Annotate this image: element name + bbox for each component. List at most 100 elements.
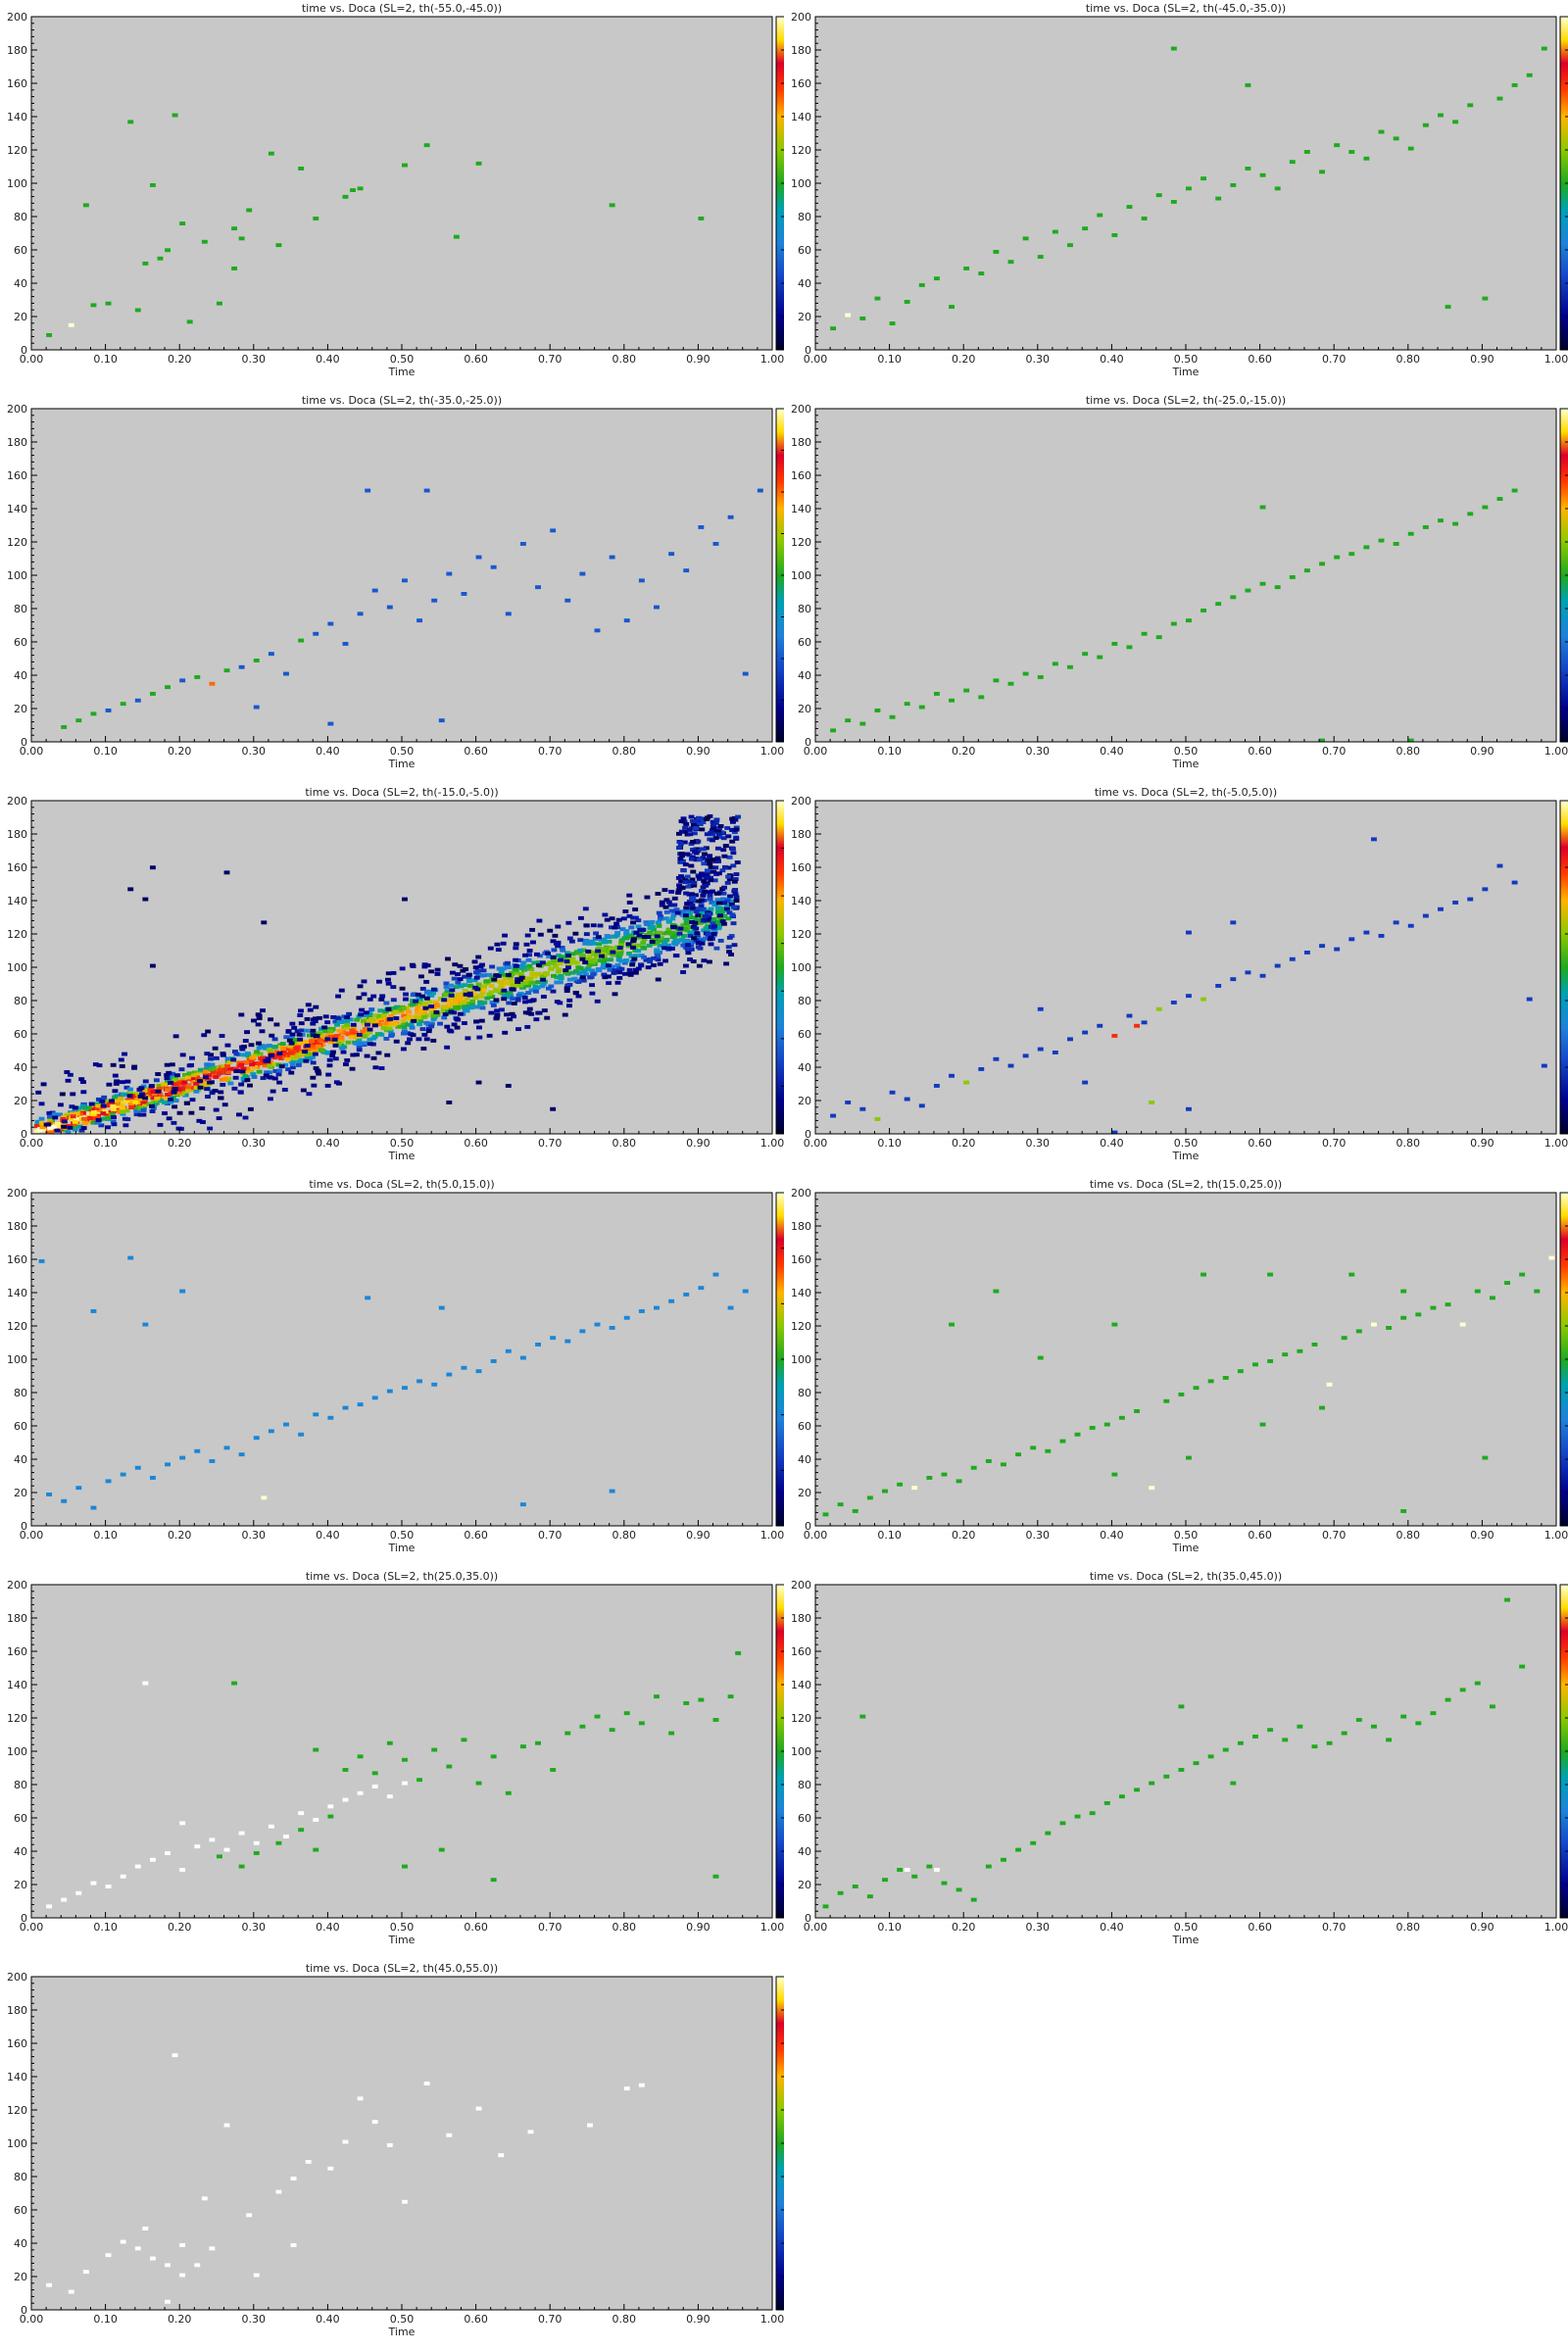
histogram-bin [692, 920, 699, 925]
y-tick-label: 0 [21, 1128, 27, 1141]
x-tick-label: 1.00 [760, 353, 784, 366]
histogram-bin [550, 528, 557, 533]
histogram-bin [475, 955, 482, 959]
histogram-bin [656, 923, 662, 928]
histogram-bin [172, 113, 178, 118]
y-tick-label: 140 [791, 1287, 811, 1299]
histogram-bin [511, 1001, 517, 1005]
histogram-bin [298, 1432, 305, 1437]
x-tick-label: 0.70 [538, 1529, 563, 1542]
histogram-bin [156, 1087, 163, 1091]
histogram-bin [535, 585, 541, 590]
histogram-bin [610, 950, 616, 955]
histogram-bin [668, 908, 675, 913]
histogram-bin [733, 825, 740, 830]
histogram-bin [688, 814, 695, 819]
x-tick-label: 0.50 [1174, 1137, 1199, 1150]
histogram-bin [218, 1090, 224, 1095]
histogram-bin [502, 933, 509, 938]
histogram-bin [641, 955, 647, 959]
histogram-bin [241, 1053, 248, 1057]
histogram-bin [518, 971, 524, 976]
histogram-bin [461, 1021, 467, 1025]
histogram-bin [557, 961, 564, 966]
y-tick-label: 100 [791, 961, 811, 974]
histogram-bin [493, 998, 500, 1003]
histogram-bin [610, 953, 616, 957]
histogram-bin [874, 1117, 881, 1121]
histogram-bin [416, 618, 423, 623]
histogram-bin [428, 969, 435, 974]
histogram-bin [1511, 488, 1518, 493]
histogram-bin [441, 1015, 448, 1020]
histogram-bin [1496, 96, 1503, 101]
histogram-bin [1526, 997, 1533, 1002]
histogram-bin [253, 705, 260, 710]
histogram-bin [387, 1016, 394, 1021]
histogram-bin [294, 1029, 301, 1034]
y-tick-label: 180 [7, 1220, 27, 1233]
histogram-bin [451, 1022, 458, 1027]
histogram-bin [179, 1289, 186, 1294]
histogram-bin [535, 1740, 541, 1745]
histogram-bin [243, 1066, 250, 1071]
histogram-bin [382, 1023, 389, 1028]
chart-title: time vs. Doca (SL=2, th(-25.0,-15.0)) [1086, 394, 1286, 407]
histogram-bin [149, 1857, 156, 1862]
histogram-bin [725, 916, 732, 921]
histogram-bin [276, 1080, 283, 1085]
histogram-bin [845, 1101, 852, 1104]
histogram-bin [402, 1757, 408, 1762]
x-tick-label: 0.80 [612, 2313, 637, 2326]
x-axis-label: Time [1172, 1150, 1200, 1162]
histogram-bin [1303, 150, 1310, 154]
histogram-bin [710, 917, 717, 922]
histogram-bin [711, 903, 718, 907]
histogram-bin [689, 920, 696, 924]
histogram-bin [551, 958, 558, 962]
histogram-bin [275, 243, 282, 248]
histogram-bin [476, 1035, 483, 1040]
histogram-bin [319, 1033, 325, 1038]
histogram-bin [715, 926, 722, 931]
histogram-bin [219, 1034, 225, 1038]
histogram-bin [571, 976, 578, 981]
histogram-bin [1052, 229, 1058, 234]
histogram-bin [699, 941, 706, 946]
histogram-bin [700, 907, 707, 911]
histogram-bin [385, 1006, 392, 1011]
histogram-bin [268, 1429, 274, 1434]
histogram-bin [705, 932, 711, 937]
histogram-bin [402, 1781, 408, 1786]
histogram-bin [732, 877, 739, 881]
histogram-bin [720, 891, 727, 896]
histogram-bin [231, 226, 238, 231]
histogram-bin [572, 960, 578, 965]
histogram-bin [324, 1037, 331, 1042]
histogram-bin [80, 1080, 86, 1085]
histogram-bin [1496, 497, 1503, 501]
histogram-bin [114, 1079, 121, 1084]
histogram-bin [322, 1029, 329, 1034]
histogram-bin [400, 1023, 407, 1028]
histogram-bin [519, 1744, 526, 1749]
histogram-bin [388, 1013, 395, 1018]
histogram-bin [679, 909, 686, 914]
histogram-bin [85, 1105, 92, 1110]
histogram-bin [691, 883, 698, 888]
histogram-bin [580, 978, 587, 983]
histogram-bin [157, 256, 164, 261]
histogram-bin [985, 1459, 992, 1463]
histogram-bin [533, 1017, 540, 1022]
histogram-bin [371, 588, 378, 593]
histogram-bin [689, 906, 696, 910]
histogram-bin [197, 1079, 204, 1084]
histogram-bin [657, 930, 662, 935]
histogram-bin [688, 842, 695, 847]
histogram-bin [685, 884, 692, 889]
histogram-bin [1082, 1030, 1089, 1035]
histogram-bin [466, 972, 472, 977]
histogram-bin [721, 921, 727, 926]
histogram-bin [122, 1123, 129, 1128]
histogram-panel: time vs. Doca (SL=2, th(-35.0,-25.0)) 0.0… [0, 392, 784, 784]
